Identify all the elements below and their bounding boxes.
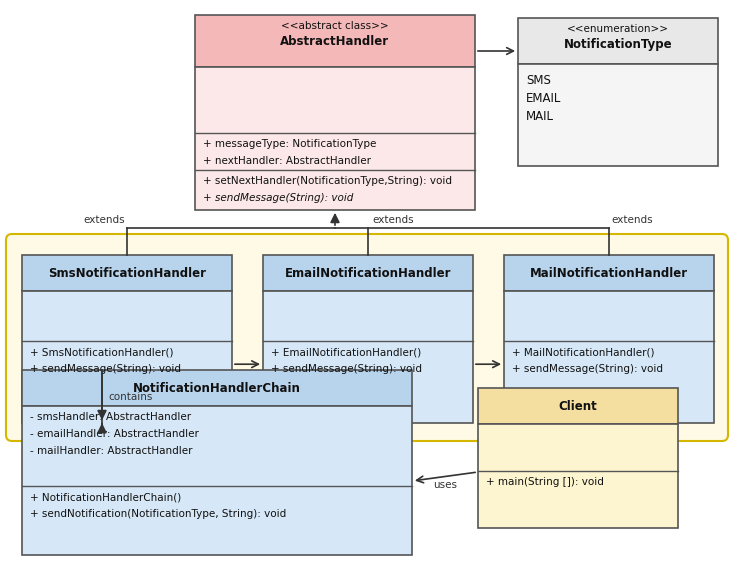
Text: + EmailNotificationHandler(): + EmailNotificationHandler(): [271, 347, 421, 357]
Text: AbstractHandler: AbstractHandler: [280, 35, 389, 48]
FancyBboxPatch shape: [6, 234, 728, 441]
Text: SmsNotificationHandler: SmsNotificationHandler: [48, 267, 206, 280]
Bar: [263, 291, 473, 423]
Text: + sendMessage(String): void: + sendMessage(String): void: [271, 364, 422, 374]
Text: contains: contains: [108, 392, 152, 401]
Text: Client: Client: [559, 400, 598, 413]
Bar: [518, 18, 718, 64]
Text: NotificationHandlerChain: NotificationHandlerChain: [133, 382, 301, 395]
Text: extends: extends: [611, 215, 653, 225]
Bar: [478, 424, 678, 528]
Bar: [22, 255, 232, 291]
Text: extends: extends: [83, 215, 125, 225]
Text: <<enumeration>>: <<enumeration>>: [567, 24, 669, 34]
Text: + SmsNotificationHandler(): + SmsNotificationHandler(): [30, 347, 174, 357]
Bar: [478, 388, 678, 424]
Bar: [195, 15, 475, 67]
Text: + nextHandler: AbstractHandler: + nextHandler: AbstractHandler: [203, 156, 371, 166]
Text: + messageType: NotificationType: + messageType: NotificationType: [203, 139, 376, 149]
Text: extends: extends: [372, 215, 414, 225]
Bar: [518, 64, 718, 166]
Text: + sendMessage(String): void: + sendMessage(String): void: [203, 193, 353, 203]
Text: uses: uses: [433, 480, 457, 490]
Text: EmailNotificationHandler: EmailNotificationHandler: [285, 267, 451, 280]
Bar: [22, 406, 412, 555]
Text: + sendMessage(String): void: + sendMessage(String): void: [30, 364, 181, 374]
Text: MailNotificationHandler: MailNotificationHandler: [530, 267, 688, 280]
Bar: [22, 370, 412, 406]
Text: + main(String []): void: + main(String []): void: [486, 477, 604, 487]
Bar: [263, 255, 473, 291]
Text: Handler Chain: Handler Chain: [311, 445, 410, 458]
Text: <<abstract class>>: <<abstract class>>: [281, 21, 389, 31]
Text: + setNextHandler(NotificationType,String): void: + setNextHandler(NotificationType,String…: [203, 176, 452, 186]
Text: SMS: SMS: [526, 74, 551, 87]
Text: - mailHandler: AbstractHandler: - mailHandler: AbstractHandler: [30, 446, 193, 456]
Bar: [195, 67, 475, 210]
Text: - emailHandler: AbstractHandler: - emailHandler: AbstractHandler: [30, 429, 199, 439]
Text: MAIL: MAIL: [526, 110, 554, 123]
Text: NotificationType: NotificationType: [564, 38, 672, 51]
Text: + sendMessage(String): void: + sendMessage(String): void: [512, 364, 663, 374]
Text: + sendNotification(NotificationType, String): void: + sendNotification(NotificationType, Str…: [30, 509, 286, 520]
Text: + MailNotificationHandler(): + MailNotificationHandler(): [512, 347, 654, 357]
Bar: [504, 255, 714, 291]
Bar: [504, 291, 714, 423]
Text: EMAIL: EMAIL: [526, 92, 562, 105]
Bar: [22, 291, 232, 423]
Text: - smsHandler: AbstractHandler: - smsHandler: AbstractHandler: [30, 412, 191, 422]
Text: + NotificationHandlerChain(): + NotificationHandlerChain(): [30, 492, 181, 502]
